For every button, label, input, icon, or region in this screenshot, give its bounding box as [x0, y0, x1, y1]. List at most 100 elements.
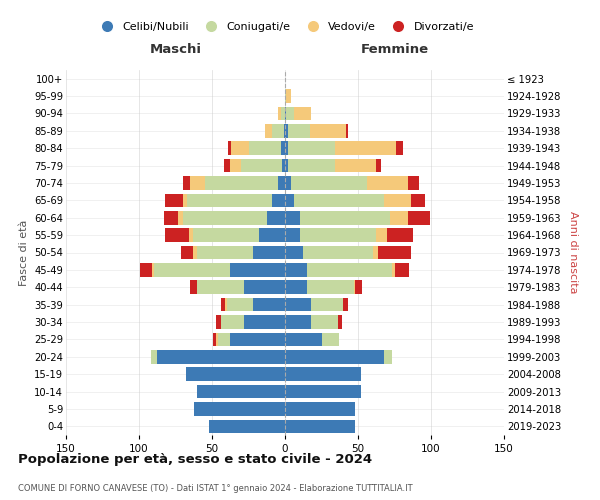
Bar — [288, 142, 335, 155]
Text: Maschi: Maschi — [149, 43, 202, 56]
Bar — [390, 211, 407, 224]
Bar — [373, 246, 379, 260]
Bar — [165, 228, 188, 242]
Bar — [227, 298, 253, 312]
Bar — [310, 124, 346, 138]
Bar — [194, 402, 285, 415]
Bar — [355, 280, 362, 294]
Bar — [387, 228, 413, 242]
Bar — [259, 228, 285, 242]
Bar — [294, 106, 311, 120]
Bar — [140, 263, 152, 276]
Bar — [376, 228, 387, 242]
Bar — [346, 124, 348, 138]
Bar — [190, 280, 197, 294]
Bar — [285, 228, 299, 242]
Bar — [225, 298, 227, 312]
Bar — [272, 194, 285, 207]
Bar — [299, 228, 376, 242]
Bar — [193, 228, 259, 242]
Bar — [152, 263, 154, 276]
Bar — [410, 194, 425, 207]
Bar — [214, 332, 217, 346]
Bar — [285, 385, 361, 398]
Y-axis label: Anni di nascita: Anni di nascita — [568, 211, 578, 294]
Bar — [188, 228, 193, 242]
Bar — [181, 246, 193, 260]
Bar — [285, 211, 299, 224]
Bar — [392, 263, 395, 276]
Bar — [299, 211, 390, 224]
Bar — [285, 124, 288, 138]
Bar — [281, 106, 285, 120]
Bar — [407, 211, 430, 224]
Bar — [407, 176, 419, 190]
Bar — [307, 263, 392, 276]
Bar — [183, 176, 190, 190]
Bar — [164, 211, 178, 224]
Bar — [272, 124, 284, 138]
Bar — [278, 106, 281, 120]
Bar — [248, 142, 281, 155]
Bar — [288, 159, 335, 172]
Bar — [311, 298, 343, 312]
Bar — [230, 332, 285, 346]
Bar — [285, 420, 355, 433]
Bar — [197, 280, 244, 294]
Bar — [285, 402, 355, 415]
Bar — [253, 298, 285, 312]
Bar — [384, 350, 392, 364]
Bar — [268, 211, 285, 224]
Bar — [186, 368, 285, 381]
Bar — [285, 90, 286, 103]
Bar — [197, 246, 253, 260]
Bar — [335, 159, 376, 172]
Bar — [335, 142, 396, 155]
Bar — [157, 350, 285, 364]
Bar — [265, 124, 272, 138]
Bar — [183, 194, 187, 207]
Bar — [396, 142, 403, 155]
Bar — [217, 332, 218, 346]
Bar — [285, 159, 288, 172]
Bar — [224, 159, 230, 172]
Text: Popolazione per età, sesso e stato civile - 2024: Popolazione per età, sesso e stato civil… — [18, 452, 372, 466]
Bar — [285, 368, 361, 381]
Bar — [278, 176, 285, 190]
Bar — [218, 332, 230, 346]
Bar — [322, 332, 339, 346]
Bar — [217, 315, 221, 329]
Bar — [205, 176, 278, 190]
Bar — [221, 298, 225, 312]
Bar — [151, 350, 157, 364]
Bar — [197, 385, 285, 398]
Bar — [285, 315, 311, 329]
Bar — [384, 194, 410, 207]
Bar — [395, 263, 409, 276]
Bar — [154, 263, 230, 276]
Bar — [285, 332, 322, 346]
Bar — [230, 263, 285, 276]
Bar — [193, 246, 197, 260]
Bar — [187, 194, 272, 207]
Bar — [244, 280, 285, 294]
Bar — [230, 159, 241, 172]
Bar — [285, 142, 288, 155]
Bar — [285, 350, 384, 364]
Bar — [284, 124, 285, 138]
Bar — [286, 106, 294, 120]
Text: Femmine: Femmine — [361, 43, 428, 56]
Bar — [285, 280, 307, 294]
Bar — [376, 159, 382, 172]
Bar — [165, 194, 183, 207]
Legend: Celibi/Nubili, Coniugati/e, Vedovi/e, Divorzati/e: Celibi/Nubili, Coniugati/e, Vedovi/e, Di… — [91, 17, 479, 36]
Bar — [302, 246, 373, 260]
Text: COMUNE DI FORNO CANAVESE (TO) - Dati ISTAT 1° gennaio 2024 - Elaborazione TUTTIT: COMUNE DI FORNO CANAVESE (TO) - Dati IST… — [18, 484, 413, 493]
Bar — [244, 315, 285, 329]
Bar — [285, 246, 302, 260]
Bar — [286, 90, 291, 103]
Bar — [241, 159, 282, 172]
Bar — [231, 142, 248, 155]
Bar — [285, 176, 291, 190]
Bar — [294, 194, 384, 207]
